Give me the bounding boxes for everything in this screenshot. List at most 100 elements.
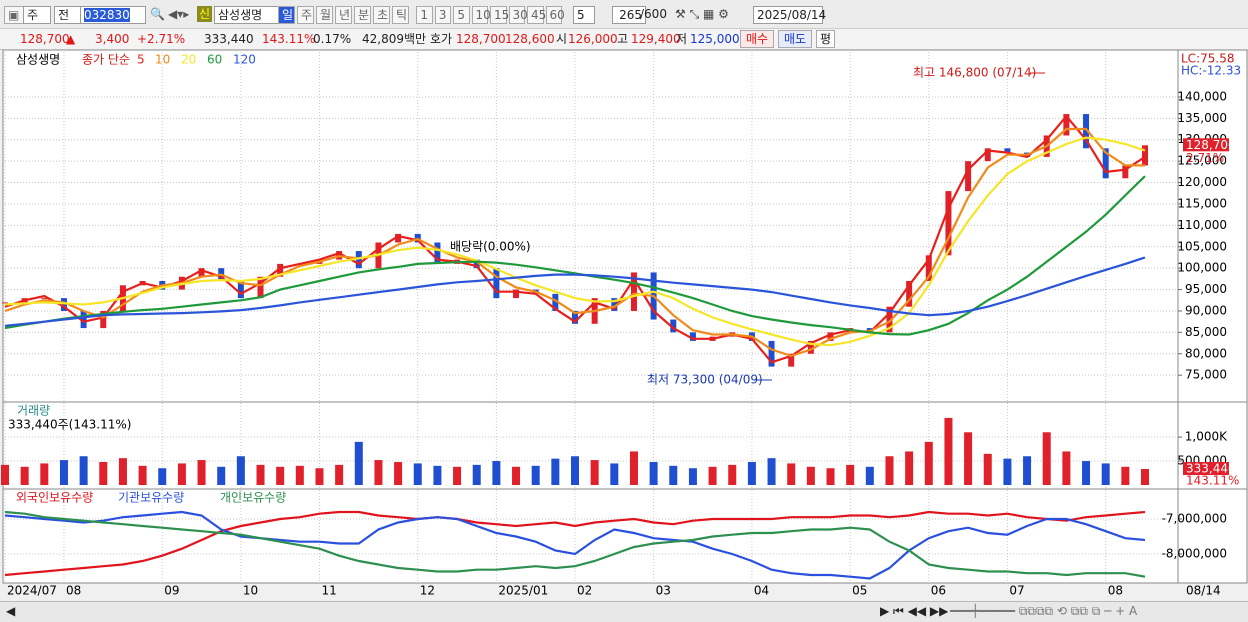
candle [925, 255, 932, 282]
market-select[interactable]: 주 [23, 6, 51, 24]
y-tick-label: 125,000 [1177, 154, 1227, 168]
volume-bar [1, 464, 9, 485]
volume-bar [79, 456, 88, 485]
panel [2, 488, 1179, 584]
volume-bar [1062, 451, 1071, 485]
volume-bar [944, 417, 953, 485]
legend-entry: 10 [155, 53, 170, 67]
candle [827, 332, 834, 341]
toolbar-button[interactable]: 월 [316, 6, 333, 24]
candle [277, 263, 284, 277]
zoom-slider[interactable]: ━━━┿━━━━━ ⧉⧉⧉⧉ ⟲ ⧉⧉ ⧉ ─ + A [950, 604, 1138, 618]
x-tick-label: 06 [931, 584, 946, 598]
x-tick-label: 2024/07 [7, 584, 57, 598]
turnover: 0.17% [313, 32, 352, 46]
toolbar-button[interactable]: 틱 [392, 6, 409, 24]
candle [198, 268, 205, 277]
volume-bar [374, 460, 383, 485]
candle [807, 340, 814, 354]
low-label: 저 [676, 32, 688, 46]
avg-button[interactable]: 평 [816, 30, 836, 48]
x-tick-label: 09 [164, 584, 179, 598]
volume-bar [924, 441, 933, 485]
scroll-left[interactable]: ◀ [6, 604, 16, 618]
toolbar-button[interactable]: 3 [434, 6, 451, 24]
toolbar-button[interactable]: 5 [453, 6, 470, 24]
toolbar-button[interactable]: 60 [545, 6, 565, 24]
price-tag [1183, 138, 1229, 152]
toolbar-button[interactable]: 15 [490, 6, 509, 24]
volume-bar [413, 463, 422, 485]
toolbar-button[interactable]: 10 [471, 6, 491, 24]
layout-button[interactable]: ▣ [4, 6, 24, 24]
interval-input[interactable]: 5 [573, 6, 595, 24]
y-tick-label: -7,000,000 [1162, 511, 1227, 525]
volume-bar [885, 456, 894, 485]
y-tick-label: 80,000 [1185, 346, 1227, 360]
y-tick-label: 95,000 [1185, 282, 1227, 296]
volume-bar [59, 460, 68, 485]
bid: 128,600 [505, 32, 555, 46]
volume-bar [433, 465, 442, 485]
volume-bar [905, 451, 914, 485]
y-tick-label: 135,000 [1177, 111, 1227, 125]
sound-icon[interactable]: ◀▾▸ [168, 7, 190, 21]
change: 3,400 [95, 32, 130, 46]
candle [965, 161, 972, 192]
volume-tag-ratio: 143.11% [1186, 474, 1239, 488]
x-tick-label: 07 [1009, 584, 1024, 598]
sell-button[interactable]: 매도 [778, 30, 813, 48]
toolbar-button[interactable]: 일 [278, 6, 295, 24]
volume-bar [335, 464, 344, 485]
volume-bar [629, 451, 638, 485]
candle [493, 268, 500, 299]
count-input[interactable]: 265 [612, 6, 646, 24]
y-tick-label: 90,000 [1185, 303, 1227, 317]
candle [257, 276, 264, 299]
volume-bar [394, 461, 403, 485]
toolbar-button[interactable]: 30 [508, 6, 528, 24]
tool-icons[interactable]: ⚒ ⤡ ▦ ⚙ [675, 7, 729, 21]
volume-bar [846, 464, 855, 485]
annotation: 최고 146,800 (07/14) [913, 66, 1036, 80]
legend-entry: 120 [233, 53, 256, 67]
high-label: 고 [617, 32, 629, 46]
search-icon[interactable]: 🔍 [150, 7, 165, 21]
ask: 128,700 [456, 32, 506, 46]
candle [670, 319, 677, 333]
volume-bar [197, 460, 206, 485]
candle [395, 233, 402, 243]
candle [611, 298, 618, 311]
x-tick-label: 11 [321, 584, 336, 598]
volume-bar [1101, 463, 1110, 485]
buy-button[interactable]: 매수 [740, 30, 775, 48]
candle [1063, 114, 1070, 136]
toolbar-button[interactable]: 1 [416, 6, 433, 24]
volume-bar [806, 466, 815, 485]
volume-bar [158, 468, 167, 485]
date-input[interactable]: 2025/08/14 [753, 6, 826, 24]
series-line [4, 510, 1146, 580]
volume-bar [649, 461, 658, 485]
y-tick-label: 75,000 [1185, 368, 1227, 382]
legend-entry: 외국인보유수량 [16, 491, 93, 505]
volume-bar [1042, 432, 1051, 485]
volume-tag-label: 333,440 [1186, 462, 1236, 476]
volume-bar [531, 465, 540, 485]
volume-bar [99, 461, 108, 485]
y-tick-label: 85,000 [1185, 325, 1227, 339]
badge: 신 [197, 6, 213, 22]
x-tick-label: 03 [656, 584, 671, 598]
legend-entry: 20 [181, 53, 196, 67]
nav-buttons[interactable]: ▶ ⏮ ◀◀ ▶▶ [880, 604, 949, 618]
toolbar-button[interactable]: 주 [297, 6, 314, 24]
candle [100, 310, 107, 329]
toolbar-button[interactable]: 초 [373, 6, 390, 24]
volume-ratio: 143.11% [262, 32, 316, 46]
toolbar-button[interactable]: 년 [335, 6, 352, 24]
toolbar-button[interactable]: 45 [527, 6, 546, 24]
code-input[interactable]: 032830 [84, 8, 130, 22]
toolbar-button[interactable]: 분 [354, 6, 371, 24]
volume-bar [138, 465, 147, 485]
y-tick-label: 140,000 [1177, 89, 1227, 103]
